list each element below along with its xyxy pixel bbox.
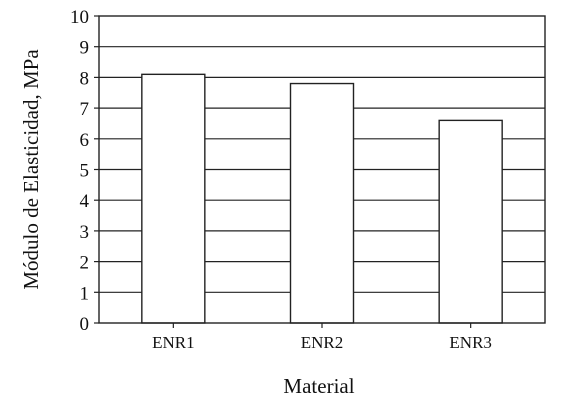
x-axis-title: Material bbox=[283, 374, 354, 398]
y-tick-label: 10 bbox=[70, 7, 89, 28]
y-tick-label: 5 bbox=[80, 161, 90, 182]
y-tick-label: 0 bbox=[80, 314, 90, 335]
x-tick-label: ENR3 bbox=[449, 333, 492, 352]
bar-enr3 bbox=[438, 119, 503, 324]
bars bbox=[141, 73, 503, 324]
y-tick-label: 2 bbox=[80, 253, 90, 274]
x-tick-label: ENR2 bbox=[301, 333, 344, 352]
bar-enr1 bbox=[141, 73, 206, 324]
y-tick-label: 1 bbox=[80, 283, 90, 304]
y-tick-label: 9 bbox=[80, 38, 90, 59]
y-tick-label: 4 bbox=[80, 191, 90, 212]
x-axis-category-labels: ENR1 ENR2 ENR3 bbox=[152, 323, 492, 352]
y-axis-title: Módulo de Elasticidad, MPa bbox=[19, 49, 43, 290]
y-tick-label: 8 bbox=[80, 68, 90, 89]
x-tick-label: ENR1 bbox=[152, 333, 195, 352]
bar-enr2 bbox=[289, 82, 355, 324]
y-tick-label: 3 bbox=[80, 222, 90, 243]
y-tick-label: 7 bbox=[80, 99, 90, 120]
y-axis-ticks: 0 1 2 3 4 5 6 7 8 9 10 bbox=[70, 7, 99, 335]
y-tick-label: 6 bbox=[80, 130, 90, 151]
